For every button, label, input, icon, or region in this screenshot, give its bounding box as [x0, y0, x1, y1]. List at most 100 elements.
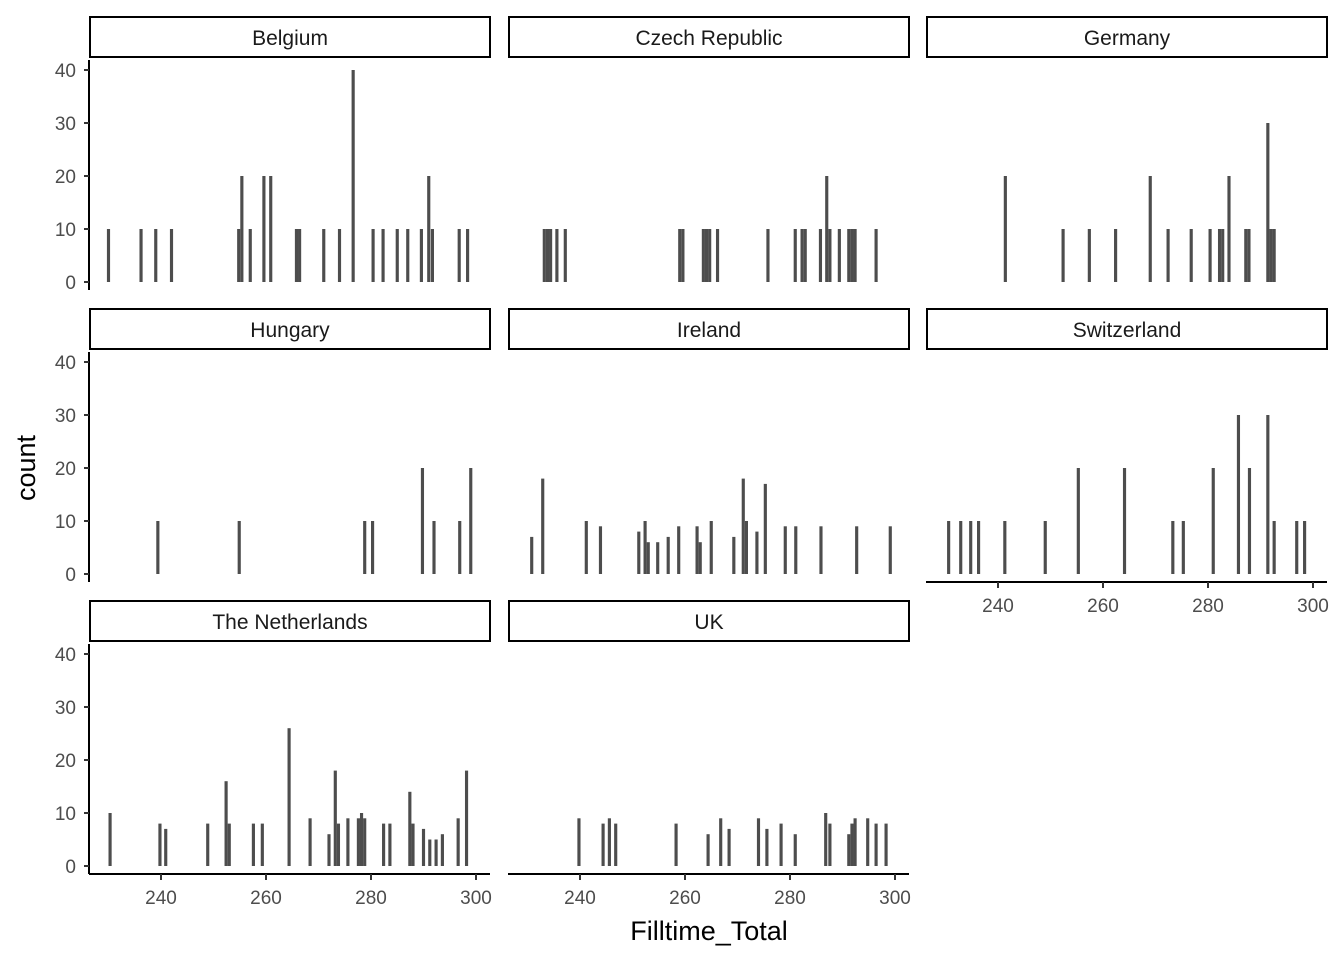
- histogram-bar: [346, 818, 350, 866]
- histogram-bar: [715, 229, 720, 282]
- histogram-bar: [824, 813, 828, 866]
- histogram-bar: [1269, 229, 1273, 282]
- histogram-bar: [1114, 229, 1118, 282]
- histogram-bar: [440, 834, 444, 866]
- x-tick-label: 260: [250, 888, 282, 909]
- histogram-bar: [381, 229, 385, 282]
- histogram-bar: [828, 229, 832, 282]
- histogram-bar: [598, 526, 603, 574]
- x-tick-label: 240: [564, 888, 596, 909]
- histogram-bar: [1181, 521, 1185, 574]
- facet-strip-hungary: [89, 308, 491, 350]
- histogram-bar: [637, 531, 641, 574]
- facet-label-switzerland: Switzerland: [1073, 319, 1182, 342]
- histogram-bar: [434, 839, 438, 866]
- facet-strip-uk: [508, 600, 910, 642]
- histogram-bar: [601, 823, 605, 866]
- histogram-bar: [1087, 229, 1091, 282]
- histogram-bar: [1295, 521, 1299, 574]
- histogram-bar: [430, 229, 434, 282]
- histogram-bar: [156, 521, 160, 574]
- histogram-bar: [1303, 521, 1307, 574]
- y-tick-label: 10: [55, 804, 76, 825]
- histogram-bar: [456, 818, 460, 866]
- histogram-bar: [337, 229, 342, 282]
- histogram-bar: [614, 823, 618, 866]
- histogram-bar: [656, 542, 660, 574]
- histogram-bar: [1061, 229, 1065, 282]
- histogram-bar: [1208, 229, 1212, 282]
- histogram-bar: [1247, 229, 1251, 282]
- histogram-bar: [541, 478, 545, 574]
- histogram-bar: [428, 839, 432, 866]
- histogram-bar: [421, 828, 426, 866]
- histogram-bar: [237, 521, 241, 574]
- histogram-bar: [698, 542, 702, 574]
- histogram-bar: [106, 229, 111, 282]
- y-tick-label: 30: [55, 114, 76, 135]
- histogram-bar: [248, 229, 252, 282]
- histogram-bar: [853, 229, 857, 282]
- histogram-bar: [1236, 415, 1241, 574]
- histogram-bar: [432, 521, 436, 574]
- histogram-bar: [457, 229, 461, 282]
- histogram-bar: [853, 818, 857, 866]
- histogram-bar: [1003, 176, 1007, 282]
- histogram-bar: [794, 526, 798, 574]
- histogram-bar: [779, 823, 783, 866]
- histogram-bar: [251, 823, 255, 866]
- facet-panel-belgium: Belgium 0 10 20 30 40: [55, 16, 491, 294]
- histogram-bar: [158, 823, 162, 866]
- histogram-bar: [959, 521, 963, 574]
- histogram-bar: [800, 229, 804, 282]
- histogram-bar: [837, 229, 841, 282]
- histogram-bar: [704, 229, 709, 282]
- histogram-bar: [542, 229, 546, 282]
- histogram-bar: [224, 781, 228, 866]
- histogram-bar: [1189, 229, 1193, 282]
- histogram-bar: [388, 823, 392, 866]
- histogram-bar: [351, 70, 355, 282]
- histogram-bar: [646, 542, 650, 574]
- histogram-bar: [719, 818, 723, 866]
- histogram-bar: [108, 813, 112, 866]
- x-tick-label: 280: [774, 888, 806, 909]
- histogram-bar: [419, 229, 423, 282]
- y-axis-title: count: [11, 434, 41, 501]
- histogram-bar: [874, 229, 878, 282]
- facet-panel-the-netherlands: The Netherlands 0 10 20 30 40 240 260 280 300: [55, 600, 492, 909]
- histogram-bar: [577, 818, 581, 866]
- histogram-bar: [1171, 521, 1175, 574]
- histogram-bar: [708, 229, 712, 282]
- histogram-bar: [584, 521, 588, 574]
- histogram-bar: [847, 229, 851, 282]
- histogram-bar: [1148, 176, 1152, 282]
- histogram-bar: [1244, 229, 1248, 282]
- histogram-bar: [855, 526, 859, 574]
- histogram-bar: [1003, 521, 1007, 574]
- y-tick-label: 20: [55, 459, 76, 480]
- histogram-bar: [363, 818, 367, 866]
- histogram-bar: [765, 828, 769, 866]
- x-tick-label: 260: [1087, 596, 1119, 617]
- facet-panel-uk: UK 240 260 280 300: [508, 600, 911, 909]
- histogram-bar: [1266, 415, 1270, 574]
- histogram-bar: [755, 531, 759, 574]
- histogram-bar: [545, 229, 550, 282]
- x-tick-label: 240: [982, 596, 1014, 617]
- facet-label-hungary: Hungary: [250, 319, 330, 342]
- histogram-bar: [420, 468, 425, 574]
- histogram-bar: [1211, 468, 1215, 574]
- histogram-bar: [406, 229, 410, 282]
- histogram-bar: [947, 521, 951, 574]
- histogram-bar: [139, 229, 143, 282]
- x-tick-label: 240: [145, 888, 177, 909]
- histogram-bar: [260, 823, 264, 866]
- histogram-bar: [298, 229, 302, 282]
- histogram-bar: [458, 521, 462, 574]
- y-tick-label: 20: [55, 167, 76, 188]
- histogram-bar: [336, 823, 341, 866]
- x-axis-title: Filltime_Total: [630, 916, 788, 946]
- facet-panel-ireland: Ireland: [508, 308, 910, 574]
- y-tick-label: 40: [55, 645, 76, 666]
